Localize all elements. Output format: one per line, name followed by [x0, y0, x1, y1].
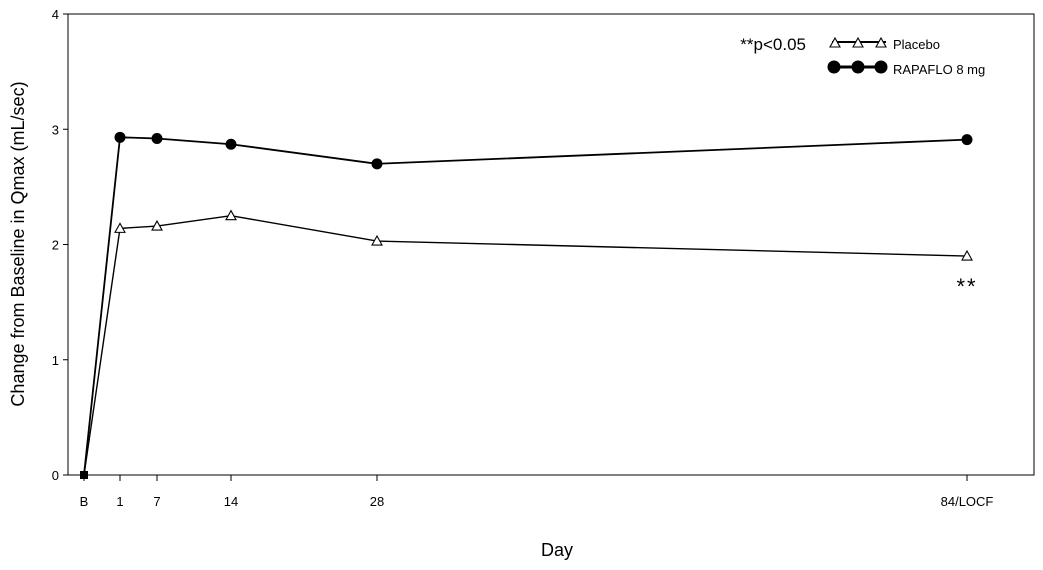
- legend-marker: [874, 60, 888, 74]
- legend-placebo-label: Placebo: [893, 37, 940, 52]
- data-point: [151, 132, 163, 144]
- series-layer: [80, 131, 973, 479]
- x-axis-title: Day: [541, 540, 573, 560]
- legend: Placebo RAPAFLO 8 mg: [827, 36, 985, 77]
- y-axis-title: Change from Baseline in Qmax (mL/sec): [8, 81, 28, 406]
- x-tick-label: 28: [370, 494, 384, 509]
- y-tick-label: 1: [52, 353, 59, 368]
- p-value-note: **p<0.05: [740, 35, 806, 54]
- data-point: [371, 234, 383, 246]
- x-tick-label: B: [80, 494, 89, 509]
- data-point: [114, 131, 126, 143]
- y-tick-label: 3: [52, 122, 59, 137]
- data-point: [225, 138, 237, 150]
- baseline-point: [80, 471, 88, 479]
- x-tick-label: 7: [153, 494, 160, 509]
- x-tick-label: 14: [224, 494, 238, 509]
- plot-frame: [67, 13, 1035, 476]
- significance-marker: **: [956, 274, 977, 299]
- x-axis: B 1 7 14 28 84/LOCF: [80, 475, 994, 509]
- y-tick-label: 0: [52, 468, 59, 483]
- legend-marker: [827, 60, 841, 74]
- legend-marker: [829, 36, 841, 48]
- series-rapaflo: [80, 131, 973, 479]
- y-tick-label: 4: [52, 7, 59, 22]
- y-axis: 0 1 2 3 4: [52, 7, 68, 483]
- series-line: [83, 136, 968, 476]
- legend-marker: [851, 60, 865, 74]
- legend-marker: [875, 36, 887, 48]
- legend-marker: [852, 36, 864, 48]
- data-point: [114, 222, 126, 233]
- x-tick-label: 84/LOCF: [941, 494, 994, 509]
- data-point: [961, 134, 973, 146]
- data-point: [151, 219, 163, 231]
- data-point: [371, 158, 383, 170]
- legend-rapaflo-label: RAPAFLO 8 mg: [893, 62, 985, 77]
- legend-rapaflo-marker: [827, 60, 888, 74]
- data-point: [225, 209, 237, 221]
- legend-placebo-marker: [829, 36, 887, 48]
- x-tick-label: 1: [116, 494, 123, 509]
- series-line: [83, 214, 968, 476]
- data-point: [961, 249, 973, 261]
- series-placebo: [80, 209, 973, 479]
- y-tick-label: 2: [52, 238, 59, 253]
